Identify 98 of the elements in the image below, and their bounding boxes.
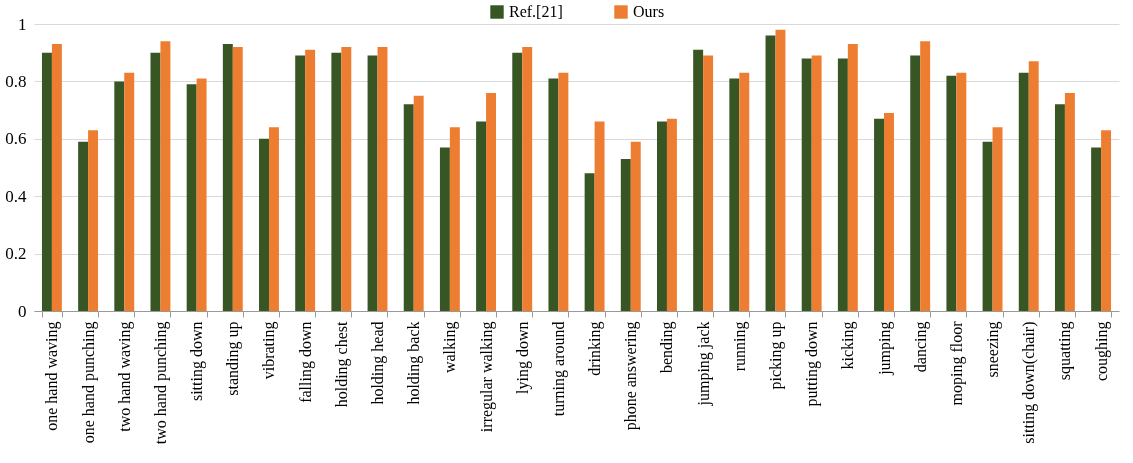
x-tick-label: holding back — [405, 321, 424, 405]
x-tick-label: bending — [658, 321, 677, 374]
x-tick-label: holding chest — [332, 320, 351, 408]
bar — [222, 44, 233, 311]
bar — [874, 118, 885, 311]
bar — [377, 46, 388, 311]
bar — [982, 141, 993, 311]
bar — [41, 52, 52, 311]
bar — [413, 95, 424, 311]
bar — [259, 138, 269, 311]
x-tick-label: sitting down — [188, 321, 207, 402]
x-tick-label: drinking — [586, 321, 605, 376]
x-tick-label: standing up — [224, 321, 243, 396]
x-tick-label: two hand waving — [115, 321, 134, 432]
bar — [476, 121, 487, 311]
y-tick-label: 0.8 — [5, 71, 27, 91]
bar — [811, 55, 822, 311]
bar — [693, 49, 704, 311]
x-tick-label: jumping — [875, 321, 894, 376]
y-tick-label: 0 — [18, 301, 27, 321]
bar — [114, 81, 125, 311]
bar — [584, 173, 595, 311]
x-tick-label: irregular walking — [477, 321, 496, 433]
bar — [1101, 130, 1112, 311]
bar — [150, 52, 161, 311]
bar — [946, 75, 957, 311]
bar — [548, 78, 559, 311]
y-tick-label: 1 — [18, 14, 27, 34]
x-tick-label: walking — [441, 321, 460, 374]
bar — [367, 55, 378, 311]
bar — [837, 58, 848, 311]
bar — [703, 55, 714, 311]
x-tick-label: picking up — [766, 321, 785, 390]
y-tick-label: 0.4 — [5, 186, 27, 206]
x-tick-label: phone answering — [622, 321, 641, 431]
x-tick-label: two hand punching — [151, 321, 170, 445]
bar — [186, 84, 197, 311]
bar — [78, 141, 89, 311]
bar — [884, 112, 894, 311]
bar — [666, 118, 677, 311]
x-tick-label: kicking — [839, 321, 858, 370]
bar — [920, 41, 931, 311]
x-tick-label: jumping jack — [694, 321, 713, 407]
y-tick-label: 0.2 — [5, 244, 27, 264]
bar — [765, 35, 776, 311]
x-tick-label: falling down — [296, 321, 315, 403]
x-tick-label: putting down — [803, 321, 822, 407]
bar — [124, 72, 135, 311]
legend-label: Ours — [633, 3, 665, 20]
bar — [268, 127, 279, 311]
x-tick-label: moping floor — [947, 320, 966, 406]
x-tick-label: coughing — [1092, 321, 1111, 382]
bar — [801, 58, 812, 311]
bar — [992, 127, 1003, 311]
bar — [1028, 61, 1039, 311]
bar — [1064, 92, 1075, 311]
bar — [729, 78, 740, 311]
bar — [341, 46, 352, 311]
x-tick-label: sneezing — [984, 321, 1003, 378]
bar — [847, 44, 858, 311]
legend-label: Ref.[21] — [509, 3, 563, 20]
x-tick-label: holding head — [369, 321, 388, 405]
bar — [775, 29, 786, 311]
bar — [657, 121, 667, 311]
bar — [558, 72, 569, 311]
bar — [331, 52, 342, 311]
bar — [512, 52, 523, 311]
bar — [1091, 147, 1102, 311]
bar — [956, 72, 967, 311]
x-tick-label: vibrating — [260, 321, 279, 380]
x-tick-label: running — [730, 321, 749, 372]
bar — [910, 55, 921, 311]
x-tick-label: dancing — [911, 321, 930, 373]
x-tick-label: one hand waving — [43, 321, 62, 431]
bar — [51, 44, 62, 311]
bar — [620, 158, 631, 311]
bar — [160, 41, 171, 311]
bar — [196, 78, 207, 311]
bar — [630, 141, 641, 311]
x-tick-label: sitting down(chair) — [1020, 321, 1039, 444]
x-tick-label: lying down — [513, 321, 532, 394]
bar — [1018, 72, 1029, 311]
bar — [594, 121, 605, 311]
bar — [403, 104, 414, 311]
x-tick-label: turning around — [549, 321, 568, 417]
bar — [295, 55, 306, 311]
bar — [739, 72, 750, 311]
x-tick-label: one hand punching — [79, 321, 98, 444]
bar — [1054, 104, 1065, 311]
bar — [439, 147, 450, 311]
bar — [305, 49, 316, 311]
bar — [522, 46, 533, 311]
bar — [449, 127, 460, 311]
bar — [232, 46, 243, 311]
x-tick-label: squatting — [1056, 321, 1075, 381]
bar — [486, 92, 496, 311]
bar — [88, 130, 99, 311]
y-tick-label: 0.6 — [5, 129, 27, 149]
